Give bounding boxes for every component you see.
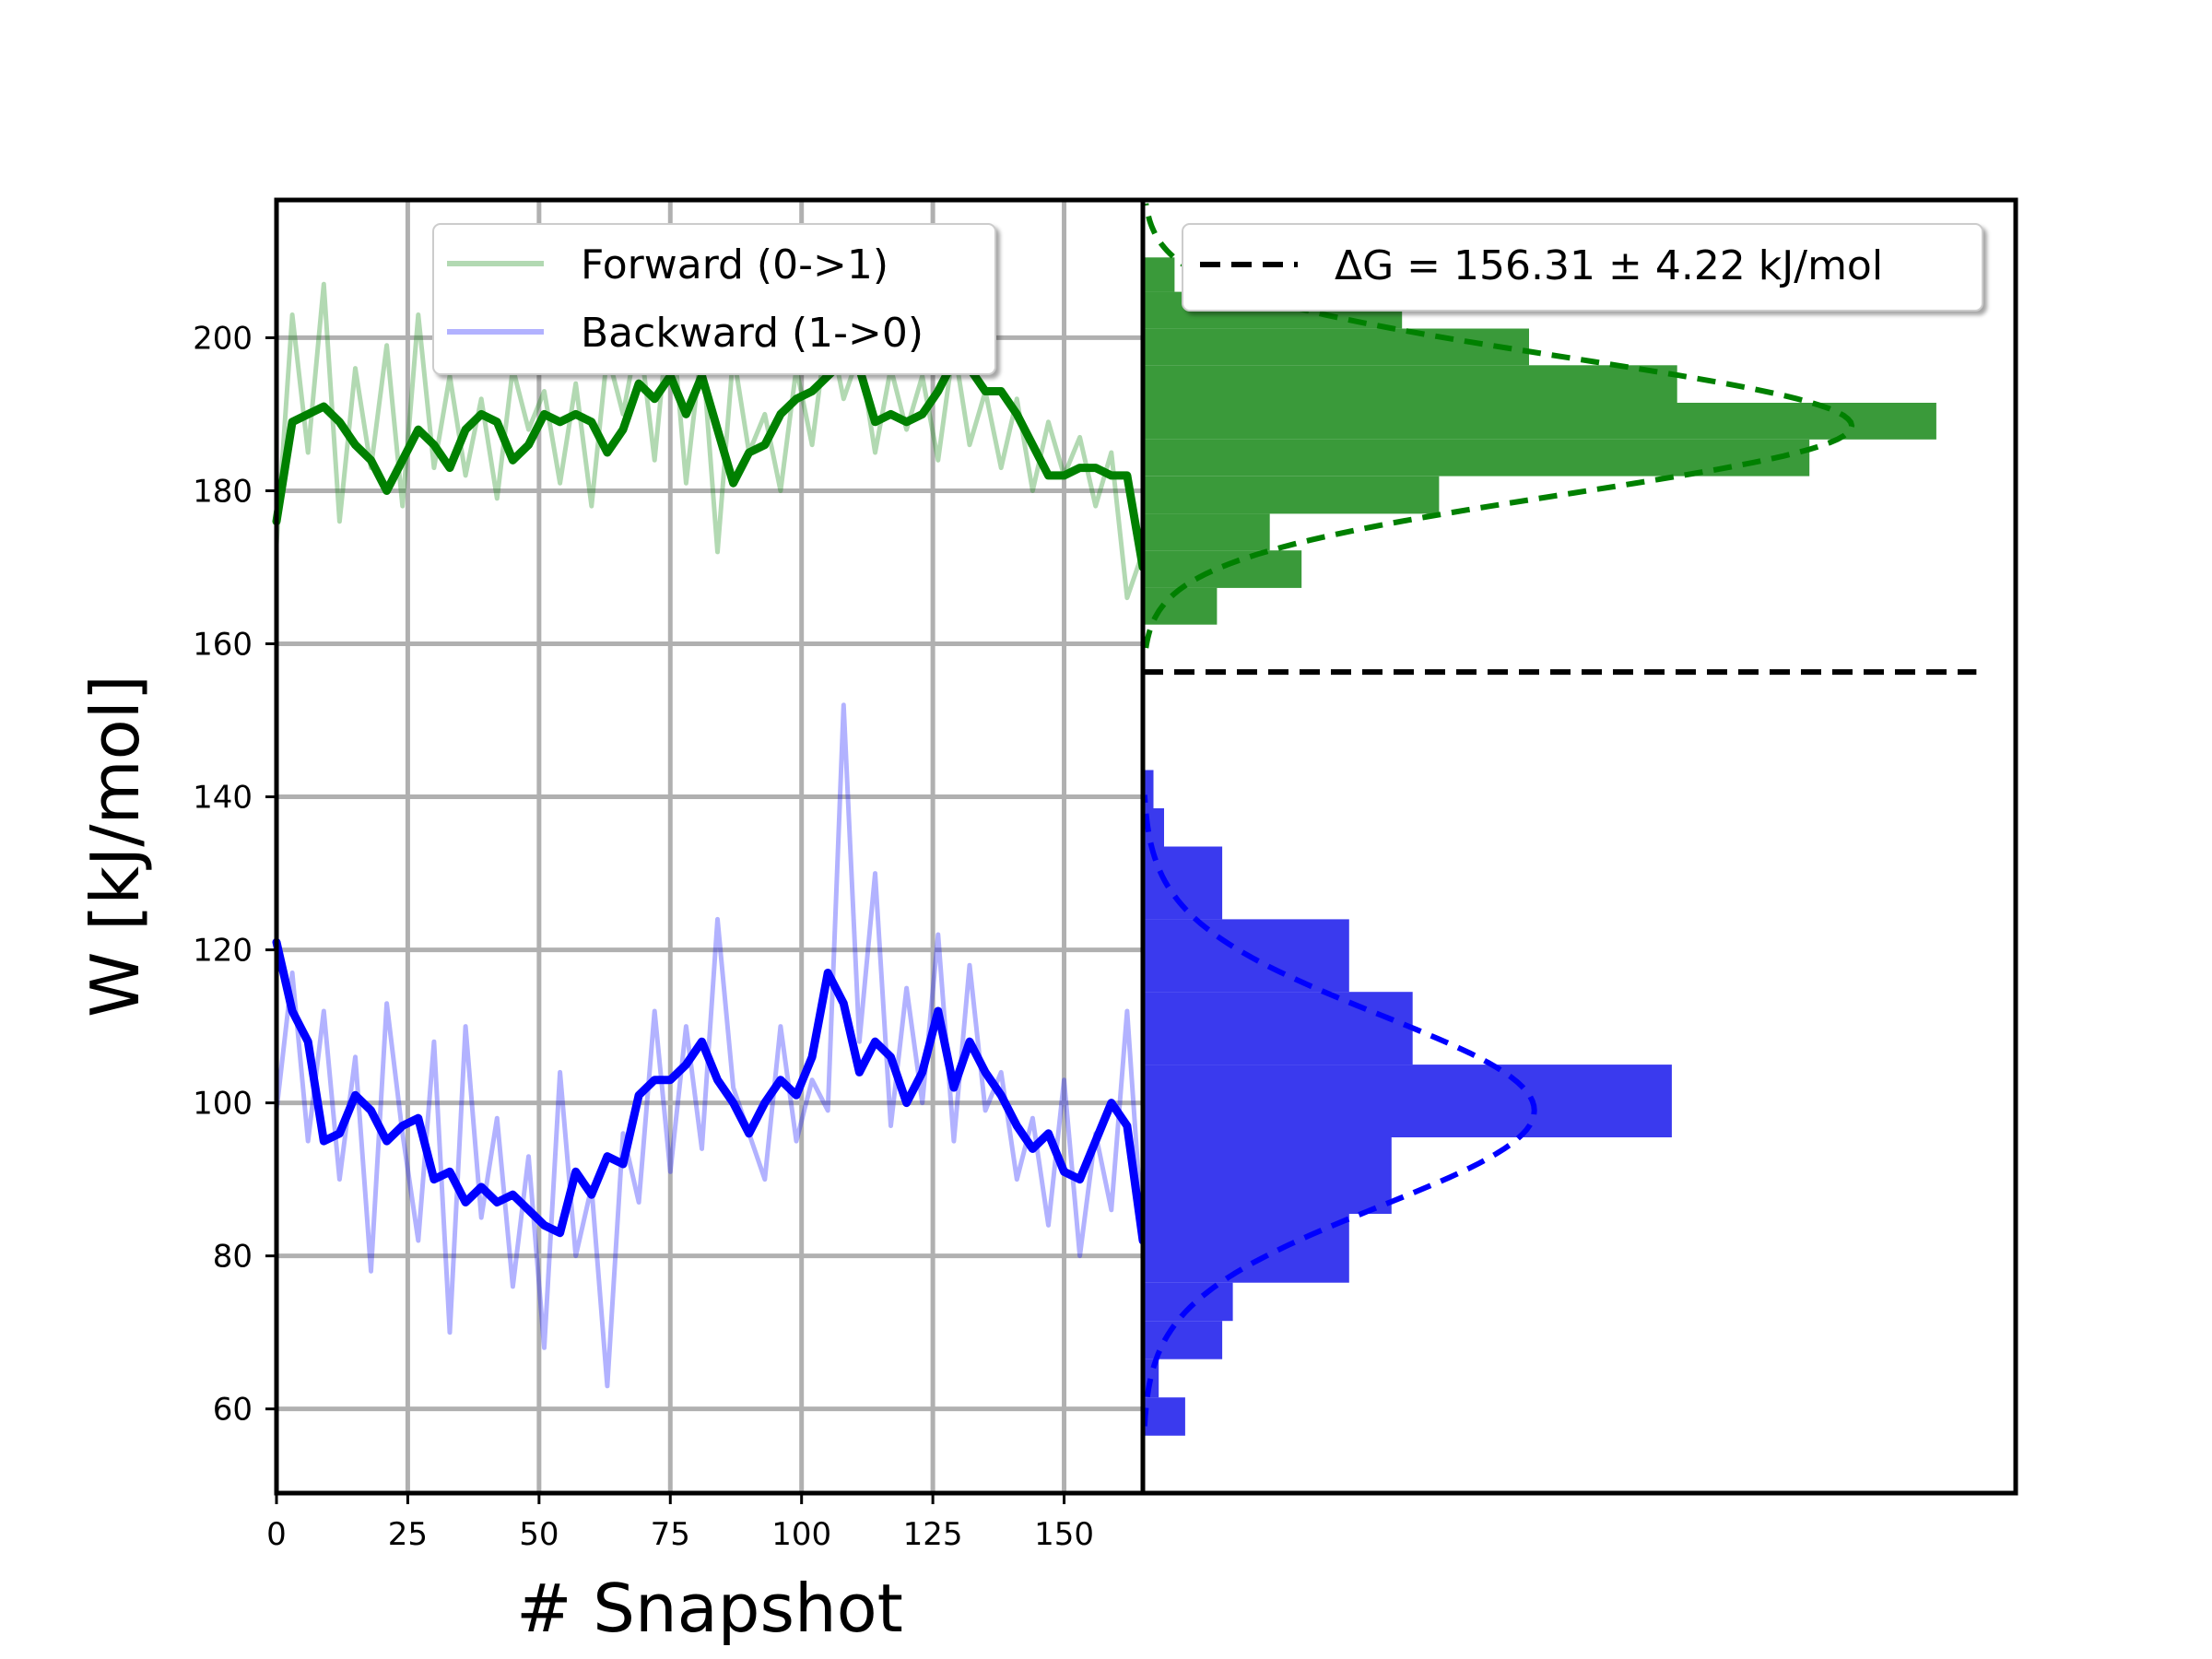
- backward-raw-line: [274, 702, 1146, 1389]
- left-legend-box: [432, 223, 996, 375]
- x-tick-label: 100: [771, 1516, 831, 1553]
- work-series: [272, 281, 1147, 1389]
- histogram-panel: ΔG = 156.31 ± 4.22 kJ/mol: [1140, 197, 2018, 1496]
- backward-histogram-bar: [1143, 1397, 1185, 1436]
- legend-label-forward: Forward (0->1): [581, 241, 888, 288]
- backward-histogram-bar: [1143, 770, 1154, 808]
- y-tick-label: 160: [193, 627, 253, 664]
- y-tick-label: 140: [193, 780, 253, 817]
- forward-histogram-bar: [1143, 328, 1529, 366]
- backward-histogram-bar: [1143, 1137, 1392, 1214]
- legend-label-delta-g: ΔG = 156.31 ± 4.22 kJ/mol: [1335, 242, 1883, 289]
- x-axis-label: # Snapshot: [516, 1570, 903, 1647]
- backward-histogram-bar: [1143, 992, 1413, 1065]
- forward-gaussian-fit: [1143, 203, 1855, 649]
- forward-smoothed-line: [272, 356, 1147, 571]
- x-tick-label: 0: [266, 1516, 287, 1553]
- right-legend: ΔG = 156.31 ± 4.22 kJ/mol: [1182, 223, 1983, 312]
- forward-histogram-bar: [1143, 550, 1302, 588]
- y-tick-label: 100: [193, 1086, 253, 1123]
- left-legend: Forward (0->1) Backward (1->0): [432, 223, 996, 375]
- y-tick-label: 120: [193, 933, 253, 970]
- forward-histogram-bar: [1143, 403, 1936, 440]
- backward-histogram-bar: [1143, 1282, 1233, 1322]
- backward-smoothed-line: [272, 937, 1147, 1245]
- x-tick-label: 25: [388, 1516, 428, 1553]
- legend-label-backward: Backward (1->0): [581, 310, 924, 357]
- y-tick-label: 180: [193, 473, 253, 510]
- axis-ticks: 0 25 50 75 100 125 150 60 80 100 120 140 160 180 200: [193, 320, 1094, 1553]
- y-axis-label: W [kJ/mol]: [76, 675, 154, 1018]
- x-tick-label: 50: [519, 1516, 559, 1553]
- forward-histogram-bar: [1143, 365, 1677, 403]
- y-tick-label: 200: [193, 320, 253, 357]
- y-tick-label: 80: [213, 1239, 253, 1276]
- forward-raw-line: [274, 281, 1146, 601]
- backward-histogram-bar: [1143, 1214, 1349, 1283]
- x-tick-label: 75: [651, 1516, 690, 1553]
- forward-histogram-bar: [1143, 476, 1440, 514]
- y-tick-label: 60: [213, 1392, 253, 1429]
- forward-histogram-bar: [1143, 257, 1175, 292]
- backward-gaussian-fit: [1141, 794, 1537, 1427]
- backward-histogram-bar: [1143, 1321, 1223, 1359]
- x-tick-label: 125: [903, 1516, 963, 1553]
- gaussian-fits: [1141, 203, 1855, 1427]
- forward-histogram-bar: [1143, 439, 1810, 477]
- backward-histogram-bar: [1143, 1065, 1672, 1137]
- right-legend-box: [1182, 223, 1983, 312]
- x-tick-label: 150: [1034, 1516, 1094, 1553]
- work-trace-panel: 0 25 50 75 100 125 150 60 80 100 120 140 160 180 200 #…: [76, 197, 1147, 1647]
- forward-histogram-bar: [1143, 513, 1270, 551]
- right-axes-frame: [1140, 197, 2018, 1496]
